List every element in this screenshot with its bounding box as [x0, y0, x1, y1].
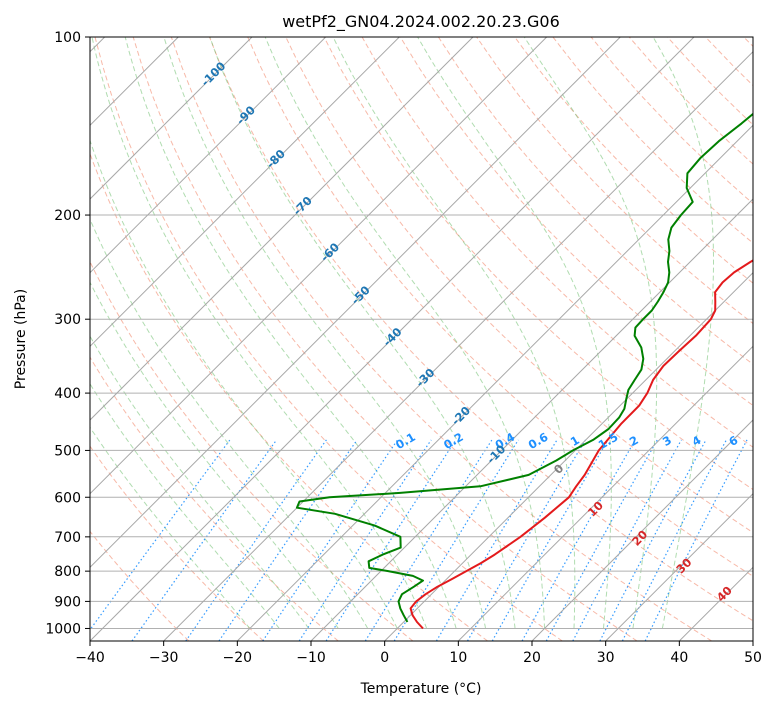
dry-adiabat: [323, 37, 753, 491]
y-tick-label: 800: [54, 564, 81, 580]
dry-adiabat: [209, 37, 753, 622]
x-tick-label: −10: [296, 650, 326, 666]
moist-adiabat: [91, 37, 428, 629]
isotherm-line: [236, 124, 753, 641]
moist-adiabat: [652, 37, 714, 629]
moist-adiabat: [90, 217, 369, 629]
x-tick-label: 30: [597, 650, 615, 666]
dry-adiabat: [90, 530, 190, 641]
grid-lines: [90, 37, 753, 629]
x-tick-label: −20: [223, 650, 253, 666]
isotherm-line: [90, 37, 474, 421]
dry-adiabat: [170, 37, 712, 641]
y-tick-label: 500: [54, 443, 81, 459]
x-tick-label: −30: [149, 650, 179, 666]
y-tick-label: 100: [54, 30, 81, 46]
mixing-ratio-line: [521, 439, 636, 641]
moist-adiabat: [264, 37, 545, 629]
plot-area: 0.10.20.40.611.52346810131620253036-100-…: [90, 37, 753, 641]
isotherm-line: [90, 37, 327, 274]
moist-adiabat: [417, 37, 612, 629]
plot-frame: [89, 36, 754, 642]
skewed-isotherms: [90, 37, 753, 641]
moist-adiabats: [90, 37, 714, 629]
x-tick-label: 50: [744, 650, 762, 666]
dewpoint-profile: [295, 112, 753, 623]
x-tick-label: −40: [75, 650, 105, 666]
moist-adiabat: [209, 37, 516, 629]
profile-series: [295, 112, 753, 630]
dry-adiabat: [514, 37, 753, 284]
x-tick-label: 10: [449, 650, 467, 666]
dry-adiabat: [90, 356, 339, 641]
y-tick-label: 700: [54, 530, 81, 546]
isotherm-line: [531, 419, 753, 641]
y-tick-label: 300: [54, 312, 81, 328]
x-tick-label: 40: [670, 650, 688, 666]
mixing-ratio-line: [435, 439, 558, 641]
y-tick-label: 400: [54, 386, 81, 402]
dry-adiabat: [247, 37, 753, 577]
y-tick-label: 600: [54, 490, 81, 506]
mixing-ratio-line: [185, 439, 327, 641]
y-tick-label: 1000: [45, 621, 81, 637]
isotherm-line: [90, 37, 400, 348]
y-tick-label: 200: [54, 208, 81, 224]
axis-ticks: −40 −30 −20 −10 0 10 20 30 40 50 100 200 300 400 500 60…: [45, 30, 762, 666]
isotherm-line: [457, 345, 753, 641]
isotherm-line: [90, 37, 695, 641]
mixing-ratio-line: [466, 439, 587, 641]
isotherm-line: [90, 37, 621, 569]
mixing-ratio-line: [218, 439, 358, 641]
mixing-ratio-lines: [90, 439, 748, 641]
dry-adiabat: [90, 152, 488, 641]
dry-adiabat: [437, 37, 753, 365]
x-tick-label: 20: [523, 650, 541, 666]
isotherm-line: [90, 37, 253, 200]
moist-adiabat: [90, 335, 310, 629]
y-tick-label: 900: [54, 594, 81, 610]
x-tick-label: 0: [380, 650, 389, 666]
mixing-ratio-line: [90, 439, 231, 631]
moist-adiabat: [90, 281, 339, 629]
moist-adiabat: [523, 37, 658, 629]
mixing-ratio-line: [491, 439, 609, 641]
mixing-ratio-line: [545, 439, 658, 641]
moist-adiabat: [163, 37, 487, 629]
isotherm-line: [90, 37, 548, 495]
temperature-profile: [409, 259, 753, 630]
dry-adiabat: [399, 37, 753, 407]
chart-title: wetPf2_GN04.2024.002.20.23.G06: [282, 12, 560, 32]
isotherm-line: [384, 271, 753, 641]
moist-adiabat: [90, 138, 398, 629]
y-axis-label: Pressure (hPa): [13, 289, 29, 389]
mixing-ratio-line: [262, 439, 399, 641]
dry-adiabat: [132, 37, 638, 641]
mixing-ratio-line: [364, 439, 493, 641]
mixing-ratio-line: [644, 439, 748, 641]
x-axis-label: Temperature (°C): [360, 681, 482, 697]
isotherm-line: [605, 492, 753, 641]
isotherm-line: [163, 50, 753, 641]
mixing-ratio-line: [298, 439, 432, 641]
mixing-ratio-line: [325, 439, 457, 641]
moist-adiabat: [124, 37, 457, 629]
dry-adiabat: [90, 445, 264, 641]
dry-adiabat: [94, 37, 563, 641]
isotherm-line: [310, 198, 753, 641]
